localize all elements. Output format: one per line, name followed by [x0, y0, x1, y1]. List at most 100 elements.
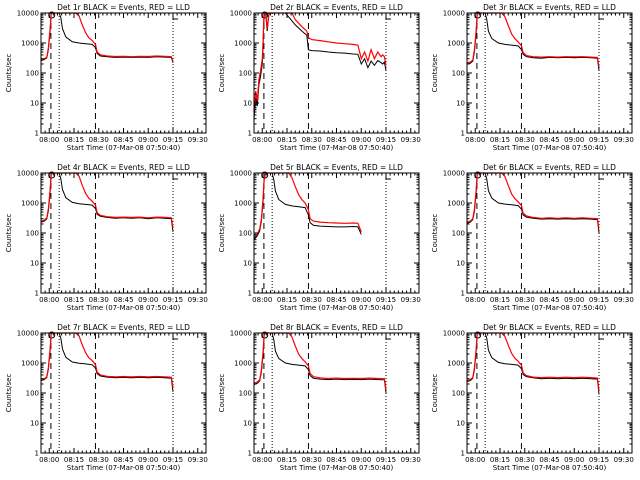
- plot-frame: [253, 332, 420, 454]
- x-tick-label: 08:30: [515, 136, 535, 144]
- x-tick-label: 08:30: [515, 456, 535, 464]
- lld-series-line: [466, 332, 600, 391]
- x-tick-label: 08:30: [89, 296, 109, 304]
- events-series-line: [253, 332, 387, 394]
- x-tick-label: 09:00: [351, 136, 371, 144]
- x-tick-label: 08:00: [465, 456, 485, 464]
- x-tick-label: 09:15: [589, 136, 609, 144]
- x-axis-title: Start Time (07-Mar-08 07:50:40): [67, 464, 181, 472]
- x-tick-label: 08:30: [302, 456, 322, 464]
- x-tick-label: 09:30: [188, 136, 208, 144]
- chart-panel: 1 10 100 1000 10000 08:00 08:15 08:30 08:45 09:00…: [5, 163, 208, 312]
- y-tick-label: 10000: [17, 170, 39, 178]
- y-tick-label: 10000: [230, 330, 252, 338]
- x-tick-label: 09:30: [188, 456, 208, 464]
- x-tick-label: 08:00: [39, 136, 59, 144]
- panel-title: Det 5r BLACK = Events, RED = LLD: [270, 163, 403, 172]
- x-tick-label: 08:30: [302, 296, 322, 304]
- x-tick-label: 08:45: [326, 296, 346, 304]
- x-tick-label: 09:15: [376, 296, 396, 304]
- panel-title: Det 2r BLACK = Events, RED = LLD: [270, 3, 403, 12]
- plot-frame: [40, 332, 207, 454]
- y-tick-label: 10: [456, 420, 465, 428]
- x-axis-title: Start Time (07-Mar-08 07:50:40): [493, 304, 607, 312]
- y-tick-label: 1: [248, 450, 252, 458]
- y-axis-title: Counts/sec: [5, 54, 13, 93]
- y-tick-label: 10: [456, 260, 465, 268]
- plot-frame: [466, 12, 633, 134]
- lld-series-line: [40, 332, 174, 388]
- x-tick-label: 09:00: [351, 296, 371, 304]
- x-tick-label: 09:15: [589, 456, 609, 464]
- y-axis-title: Counts/sec: [431, 214, 439, 253]
- x-tick-label: 08:45: [113, 456, 133, 464]
- plot-frame: [40, 172, 207, 294]
- y-axis-title: Counts/sec: [5, 374, 13, 413]
- y-tick-label: 1000: [447, 40, 465, 48]
- x-tick-label: 09:15: [163, 456, 183, 464]
- y-tick-label: 1000: [447, 360, 465, 368]
- x-axis-title: Start Time (07-Mar-08 07:50:40): [493, 464, 607, 472]
- x-tick-label: 09:15: [163, 296, 183, 304]
- x-tick-label: 09:00: [564, 136, 584, 144]
- x-tick-label: 08:45: [539, 456, 559, 464]
- x-tick-label: 08:30: [302, 136, 322, 144]
- lld-series-line: [253, 12, 387, 113]
- x-tick-label: 09:30: [401, 456, 421, 464]
- x-axis-title: Start Time (07-Mar-08 07:50:40): [493, 144, 607, 152]
- x-tick-label: 08:30: [515, 296, 535, 304]
- events-series-line: [466, 332, 600, 395]
- y-tick-label: 1: [35, 290, 39, 298]
- y-tick-label: 100: [239, 390, 252, 398]
- y-tick-label: 10000: [17, 330, 39, 338]
- panel-title: Det 3r BLACK = Events, RED = LLD: [483, 3, 616, 12]
- x-tick-label: 08:00: [252, 136, 272, 144]
- y-tick-label: 10000: [230, 170, 252, 178]
- start-marker-circle: [48, 171, 56, 179]
- plot-frame: [253, 12, 420, 134]
- lld-series-line: [253, 332, 387, 390]
- y-tick-label: 1: [461, 450, 465, 458]
- x-tick-label: 08:15: [490, 136, 510, 144]
- y-tick-label: 1000: [234, 360, 252, 368]
- x-tick-label: 09:00: [138, 136, 158, 144]
- x-tick-label: 08:30: [89, 136, 109, 144]
- y-tick-label: 10000: [17, 10, 39, 18]
- y-tick-label: 100: [26, 70, 39, 78]
- x-tick-label: 09:30: [188, 296, 208, 304]
- x-tick-label: 09:15: [376, 136, 396, 144]
- y-tick-label: 1: [35, 130, 39, 138]
- y-tick-label: 1: [461, 290, 465, 298]
- y-tick-label: 10: [243, 260, 252, 268]
- start-marker-circle: [474, 171, 482, 179]
- y-tick-label: 1000: [21, 40, 39, 48]
- y-tick-label: 10000: [443, 170, 465, 178]
- y-tick-label: 10000: [443, 330, 465, 338]
- y-tick-label: 100: [239, 230, 252, 238]
- lld-series-line: [466, 172, 600, 229]
- y-axis-title: Counts/sec: [218, 54, 226, 93]
- x-axis-title: Start Time (07-Mar-08 07:50:40): [280, 144, 394, 152]
- y-tick-label: 1: [248, 130, 252, 138]
- x-axis-title: Start Time (07-Mar-08 07:50:40): [280, 464, 394, 472]
- x-tick-label: 08:15: [64, 456, 84, 464]
- start-marker-circle: [261, 331, 269, 339]
- events-series-line: [466, 172, 600, 234]
- events-series-line: [40, 12, 174, 63]
- x-tick-label: 08:00: [39, 296, 59, 304]
- lld-series-line: [40, 12, 174, 62]
- chart-panel: 1 10 100 1000 10000 08:00 08:15 08:30 08:45 09:00…: [431, 3, 634, 152]
- y-tick-label: 100: [26, 230, 39, 238]
- panel-title: Det 4r BLACK = Events, RED = LLD: [57, 163, 190, 172]
- plot-frame: [466, 172, 633, 294]
- events-series-line: [466, 12, 600, 71]
- x-tick-label: 09:00: [138, 456, 158, 464]
- plot-frame: [466, 332, 633, 454]
- chart-panel: 1 10 100 1000 10000 08:00 08:15 08:30 08:45 09:00…: [218, 163, 421, 312]
- y-tick-label: 1000: [234, 40, 252, 48]
- y-tick-label: 1000: [234, 200, 252, 208]
- x-axis-title: Start Time (07-Mar-08 07:50:40): [280, 304, 394, 312]
- y-tick-label: 1: [248, 290, 252, 298]
- chart-panel: 1 10 100 1000 10000 08:00 08:15 08:30 08:45 09:00…: [431, 323, 634, 472]
